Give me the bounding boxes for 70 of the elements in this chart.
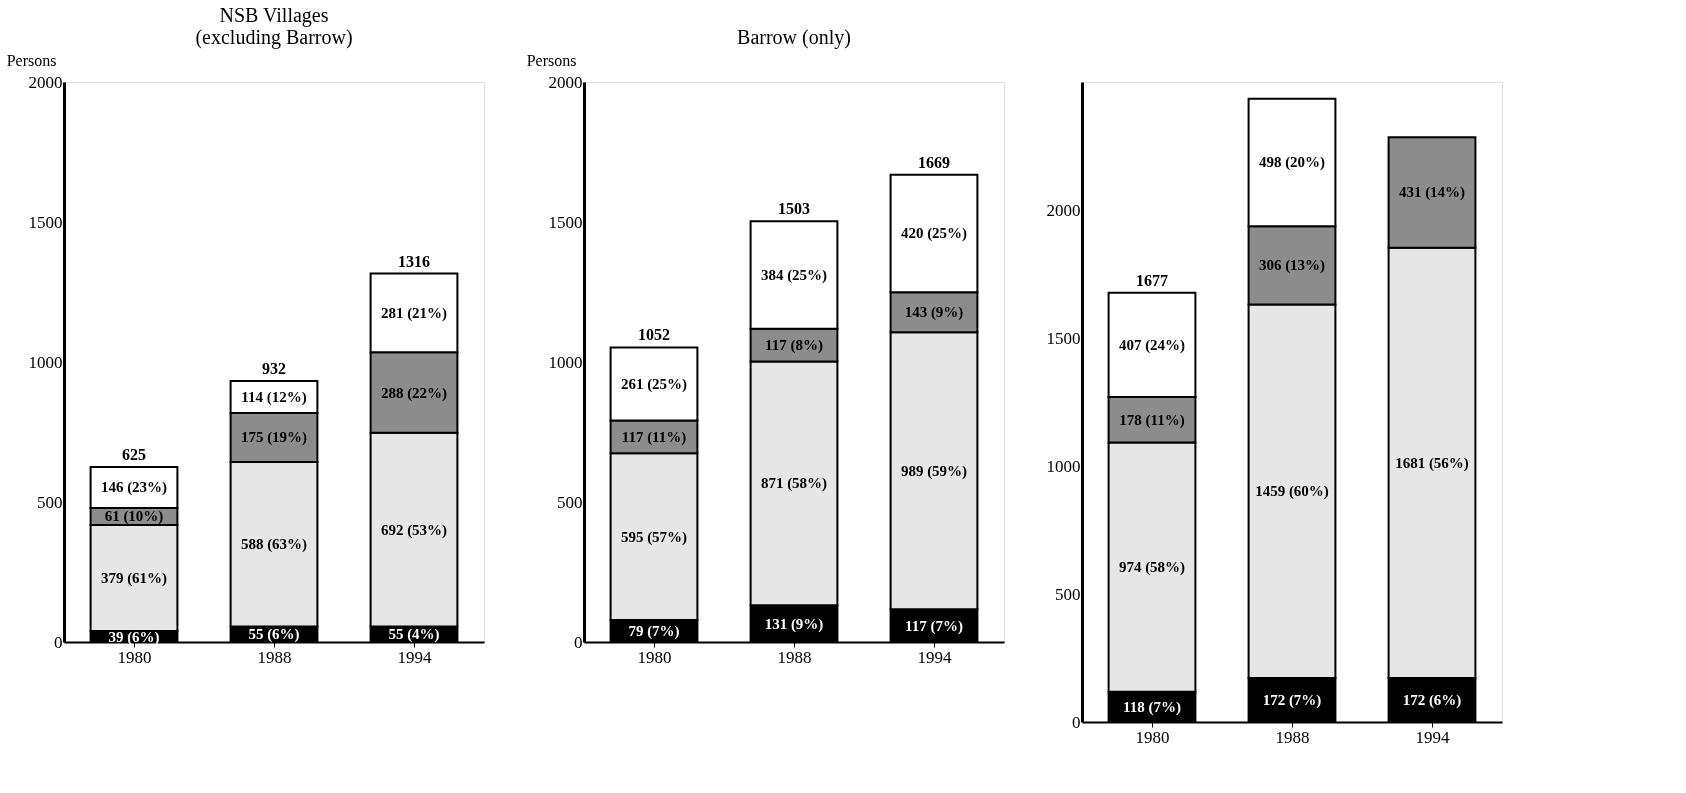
y-tick-label: 1000 [28, 352, 63, 372]
data-label: 306 (13%) [1258, 257, 1326, 275]
x-tick-label: 1980 [1135, 727, 1170, 747]
total-label: 1052 [638, 326, 670, 344]
data-label: 281 (21%) [380, 304, 448, 322]
x-tick-label: 1980 [637, 647, 672, 667]
x-tick-label: 1988 [777, 647, 812, 667]
data-label: 146 (23%) [100, 479, 168, 497]
data-label: 989 (59%) [900, 462, 968, 480]
data-label: 692 (53%) [380, 521, 448, 539]
y-tick-label: 0 [574, 632, 583, 652]
x-tick-label: 1994 [1415, 727, 1450, 747]
x-tick-label: 1988 [1275, 727, 1310, 747]
x-tick-label: 1988 [257, 647, 292, 667]
y-axis-title: Persons [526, 51, 577, 69]
total-label: 1503 [778, 200, 810, 218]
y-tick-label: 1500 [1046, 328, 1081, 348]
data-label: 379 (61%) [100, 570, 168, 588]
chart-title: NSB Villages (excluding Barrow) [195, 4, 353, 49]
data-label: 261 (25%) [620, 375, 688, 393]
data-label: 118 (7%) [1123, 698, 1181, 716]
total-label: 1677 [1136, 271, 1168, 289]
data-label: 175 (19%) [240, 429, 308, 447]
data-label: 288 (22%) [380, 384, 448, 402]
x-tick-label: 1994 [917, 647, 952, 667]
data-label: 172 (7%) [1262, 691, 1322, 709]
y-tick-label: 1000 [548, 352, 583, 372]
data-label: 871 (58%) [760, 475, 828, 493]
y-tick-label: 500 [557, 492, 583, 512]
data-label: 117 (7%) [905, 617, 963, 635]
y-axis-title: Persons [6, 51, 57, 69]
x-tick-label: 1980 [117, 647, 152, 667]
data-label: 178 (11%) [1119, 411, 1185, 429]
data-label: 384 (25%) [760, 266, 828, 284]
data-label: 595 (57%) [620, 528, 688, 546]
y-tick-label: 500 [37, 492, 63, 512]
data-label: 431 (14%) [1398, 184, 1466, 202]
data-label: 407 (24%) [1118, 336, 1186, 354]
data-label: 79 (7%) [628, 622, 680, 640]
data-label: 588 (63%) [240, 536, 308, 554]
data-label: 1459 (60%) [1255, 483, 1329, 501]
y-tick-label: 1500 [28, 212, 63, 232]
data-label: 39 (6%) [108, 628, 160, 646]
data-label: 143 (9%) [904, 304, 964, 322]
data-label: 420 (25%) [900, 225, 968, 243]
total-label: 625 [122, 446, 146, 463]
y-tick-label: 2000 [28, 72, 63, 92]
y-tick-label: 0 [1072, 712, 1081, 732]
data-label: 117 (11%) [621, 428, 687, 446]
y-tick-label: 1500 [548, 212, 583, 232]
data-label: 55 (6%) [248, 626, 300, 644]
y-tick-label: 2000 [548, 72, 583, 92]
data-label: 172 (6%) [1402, 691, 1462, 709]
chart-title: Barrow (only) [737, 26, 851, 49]
data-label: 55 (4%) [388, 626, 440, 644]
data-label: 131 (9%) [764, 615, 824, 633]
y-tick-label: 2000 [1046, 200, 1081, 220]
data-label: 1681 (56%) [1395, 454, 1469, 472]
y-tick-label: 500 [1055, 584, 1081, 604]
x-tick-label: 1994 [397, 647, 432, 667]
total-label: 1669 [918, 153, 950, 171]
data-label: 974 (58%) [1118, 559, 1186, 577]
y-tick-label: 0 [54, 632, 63, 652]
data-label: 117 (8%) [765, 337, 823, 355]
data-label: 114 (12%) [241, 389, 307, 406]
data-label: 498 (20%) [1258, 154, 1326, 172]
total-label: 932 [262, 360, 286, 378]
y-tick-label: 1000 [1046, 456, 1081, 476]
total-label: 1316 [398, 252, 430, 270]
data-label: 61 (10%) [104, 508, 164, 526]
